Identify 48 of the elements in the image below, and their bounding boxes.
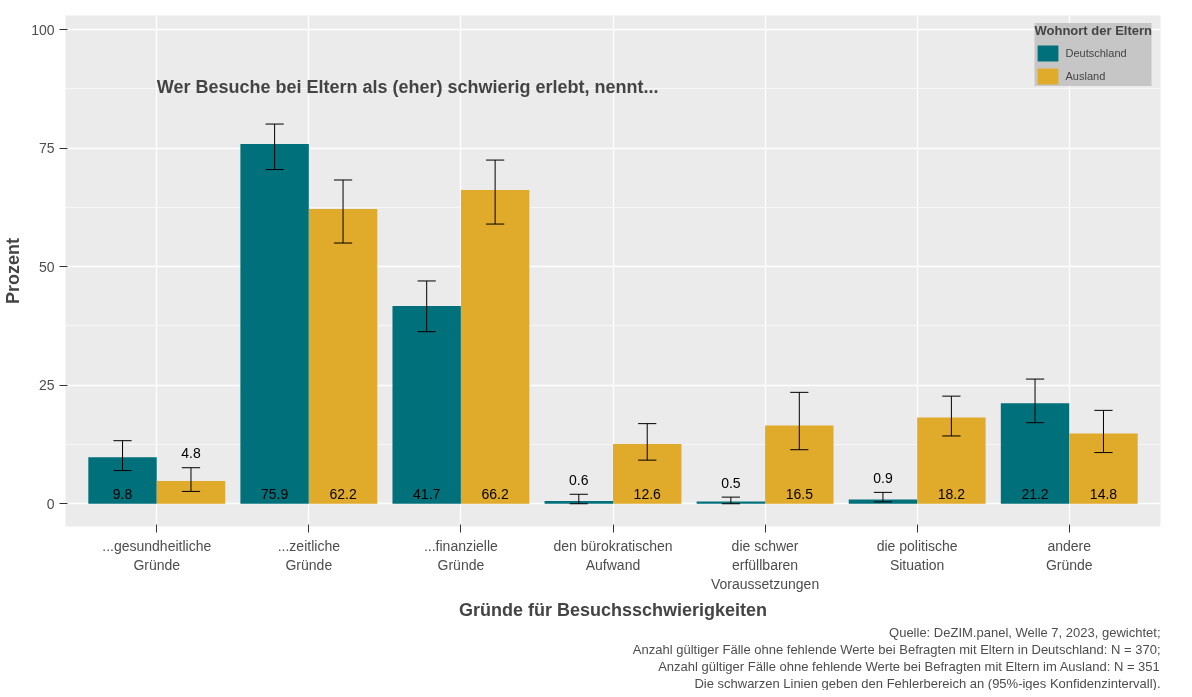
text: Die schwarzen Linien geben den Fehlerbereich an (95%-iges Konfidenzintervall). bbox=[694, 675, 1161, 691]
text: Anzahl gültiger Fälle ohne fehlende Werte bei Befragten mit Eltern im Ausland: N = 351 bbox=[658, 658, 1160, 674]
data-label: 0.9 bbox=[873, 469, 893, 486]
x-tick-label: ...gesundheitliche Gründe bbox=[102, 537, 212, 573]
data-label: 9.8 bbox=[112, 486, 133, 503]
y-tick-label: 75 bbox=[38, 140, 55, 157]
legend-title: Wohnort der Eltern bbox=[1034, 23, 1152, 38]
x-tick-label: ...zeitliche Gründe bbox=[277, 537, 341, 573]
x-tick-label: den bürokratischen Aufwand bbox=[553, 537, 673, 573]
bar bbox=[156, 480, 226, 504]
bar bbox=[613, 444, 682, 504]
data-label: 41.7 bbox=[413, 486, 441, 503]
bar bbox=[1069, 433, 1138, 504]
data-label: 4.8 bbox=[181, 445, 201, 462]
data-label: 18.2 bbox=[937, 486, 966, 503]
data-label: 16.5 bbox=[785, 486, 814, 503]
y-axis-title: Prozent bbox=[3, 237, 24, 304]
data-label: 12.6 bbox=[633, 486, 662, 503]
data-label: 14.8 bbox=[1089, 486, 1118, 503]
x-tick-label: ...finanzielle Gründe bbox=[423, 537, 499, 573]
bar bbox=[240, 143, 309, 504]
data-label: 0.6 bbox=[569, 471, 589, 488]
text: Wer Besuche bei Eltern als (eher) schwierig erlebt, nennt... bbox=[156, 76, 659, 97]
bar bbox=[1000, 403, 1070, 504]
x-axis-title: Gründe für Besuchsschwierigkeiten bbox=[458, 599, 768, 620]
legend-label: Ausland bbox=[1065, 70, 1106, 82]
source-note: Quelle: DeZIM.panel, Welle 7, 2023, gewichtet; bbox=[889, 624, 1161, 640]
legend-label: Deutschland bbox=[1065, 47, 1127, 59]
data-label: 75.9 bbox=[260, 486, 289, 503]
bar bbox=[308, 208, 378, 504]
bar bbox=[460, 189, 530, 504]
text: Anzahl gültiger Fälle ohne fehlende Werte bei Befragten mit Eltern in Deutschland: N = 370; bbox=[632, 641, 1161, 657]
data-label: 62.2 bbox=[329, 486, 357, 503]
bar bbox=[917, 417, 986, 504]
x-tick-label: andere Gründe bbox=[1045, 537, 1093, 573]
bar bbox=[392, 306, 461, 504]
y-tick-label: 25 bbox=[38, 377, 55, 394]
y-tick-label: 0 bbox=[46, 495, 55, 512]
y-tick-label: 50 bbox=[38, 258, 55, 275]
data-label: 0.5 bbox=[721, 474, 741, 491]
bar bbox=[765, 425, 834, 504]
bar bbox=[88, 457, 157, 504]
x-tick-label: die schwer erfüllbaren Voraussetzungen bbox=[710, 537, 820, 592]
data-label: 66.2 bbox=[481, 486, 509, 503]
bar bbox=[544, 500, 613, 504]
y-tick-label: 100 bbox=[31, 21, 55, 38]
data-label: 21.2 bbox=[1021, 486, 1049, 503]
x-tick-label: die politische Situation bbox=[876, 537, 958, 573]
